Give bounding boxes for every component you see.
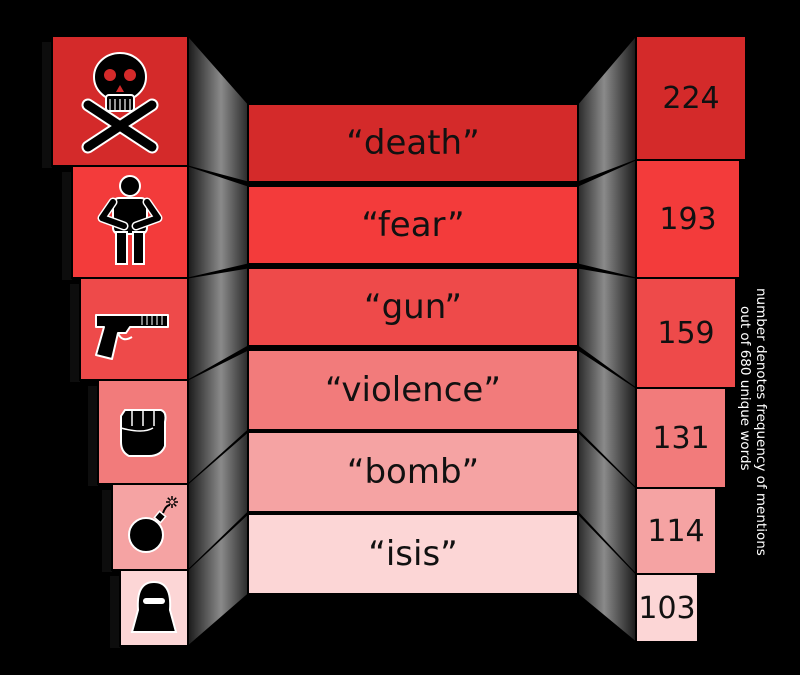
category-label: “violence”	[325, 370, 501, 410]
word-bar	[247, 267, 579, 347]
word-bar	[247, 103, 579, 183]
annotation-line-2: out of 680 unique words	[737, 306, 753, 471]
word-bar	[247, 185, 579, 265]
connector-layer	[187, 34, 637, 648]
value-bar	[635, 487, 717, 575]
block-shadow	[110, 576, 120, 648]
block-shadow	[42, 42, 52, 168]
category-label: “fear”	[361, 205, 465, 245]
value-label: 159	[657, 315, 715, 351]
connector-left	[187, 165, 249, 279]
block-shadow	[88, 386, 98, 486]
category-label: “isis”	[368, 534, 458, 574]
value-bar	[635, 387, 727, 489]
fist-icon	[120, 409, 167, 457]
block-shadow	[62, 172, 72, 280]
category-label: “bomb”	[346, 452, 480, 492]
value-label: 131	[652, 420, 710, 456]
annotation: number denotes frequency of mentions out…	[737, 288, 769, 578]
block-layer	[42, 35, 747, 648]
connector-right	[577, 34, 637, 183]
word-bar	[247, 349, 579, 431]
category-label: “death”	[346, 123, 480, 163]
word-bar	[247, 513, 579, 595]
value-label: 103	[638, 590, 696, 626]
skull-crossbones-icon	[81, 52, 159, 154]
block-shadow	[102, 490, 112, 572]
value-bar	[635, 573, 699, 643]
category-label: “gun”	[363, 287, 463, 327]
block-shadow	[70, 284, 80, 382]
pistol-icon	[95, 314, 169, 360]
value-bar	[635, 159, 741, 279]
word-bar	[247, 431, 579, 513]
masked-face-icon	[130, 580, 178, 633]
person-icon	[97, 175, 163, 265]
value-label: 224	[662, 80, 720, 116]
bomb-icon	[128, 496, 178, 553]
value-bar	[635, 277, 737, 389]
annotation-line-1: number denotes frequency of mentions	[753, 288, 769, 556]
connector-left	[187, 34, 249, 183]
value-label: 193	[659, 201, 717, 237]
value-label: 114	[647, 513, 705, 549]
icon-block	[79, 277, 189, 381]
